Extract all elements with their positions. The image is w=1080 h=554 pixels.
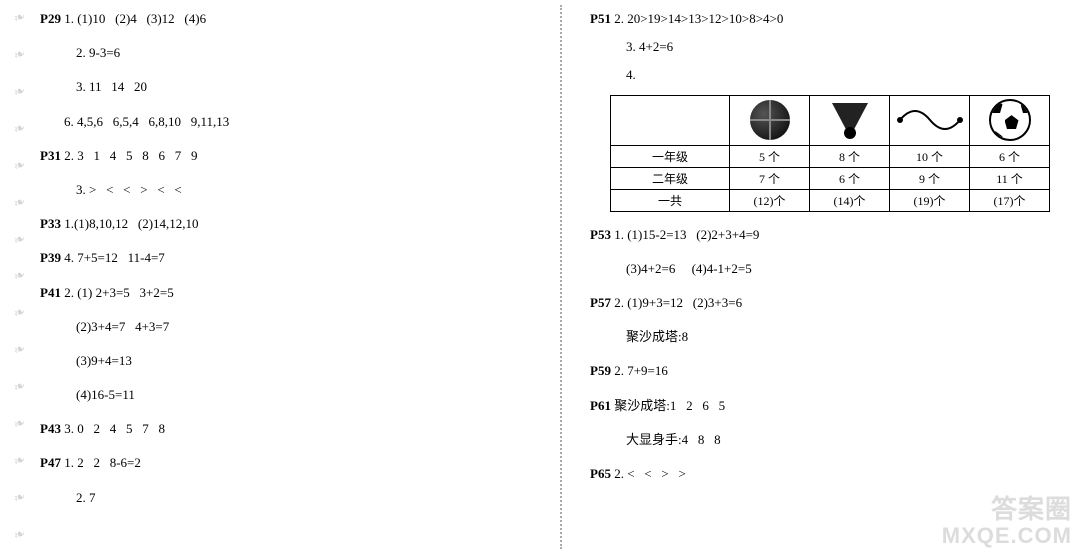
answer-line-P51: P51 2. 20>19>14>13>12>10>8>4>0 [590, 10, 1080, 28]
table-row: 一共(12)个(14)个(19)个(17)个 [611, 189, 1050, 211]
answer-line: 6. 4,5,6 6,5,4 6,8,10 9,11,13 [40, 113, 530, 131]
answer-line: 4. [590, 66, 1080, 84]
answer-line-P47: P47 1. 2 2 8-6=2 [40, 454, 530, 472]
row-label: 一共 [611, 189, 730, 211]
answer-line-P59: P59 2. 7+9=16 [590, 362, 1080, 380]
answer-text: 2. (1)9+3=12 (2)3+3=6 [614, 295, 742, 310]
page-ref: P39 [40, 250, 64, 265]
page-ref: P43 [40, 421, 64, 436]
answer-line: 3. > < < > < < [40, 181, 530, 199]
answer-line: 3. 4+2=6 [590, 38, 1080, 56]
cell: 6 个 [970, 145, 1050, 167]
page-ref: P31 [40, 148, 64, 163]
answer-text: 1.(1)8,10,12 (2)14,12,10 [64, 216, 198, 231]
answer-line: (3)4+2=6 (4)4-1+2=5 [590, 260, 1080, 278]
answer-line-P29: P29 1. (1)10 (2)4 (3)12 (4)6 [40, 10, 530, 28]
cell: (19)个 [890, 189, 970, 211]
page-divider [560, 5, 562, 549]
answer-line: 2. 7 [40, 489, 530, 507]
jumprope-icon [890, 95, 970, 145]
answer-text: 大显身手:4 8 8 [626, 432, 721, 447]
answer-text: 聚沙成塔:8 [626, 329, 688, 344]
answer-text: (2)3+4=7 4+3=7 [76, 319, 169, 334]
cell: 8 个 [810, 145, 890, 167]
page-ref: P33 [40, 216, 64, 231]
answer-text: 3. 0 2 4 5 7 8 [64, 421, 165, 436]
answer-line: (2)3+4=7 4+3=7 [40, 318, 530, 336]
answer-text: 2. 7+9=16 [614, 363, 668, 378]
answer-text: (3)9+4=13 [76, 353, 132, 368]
answer-line-P43: P43 3. 0 2 4 5 7 8 [40, 420, 530, 438]
answer-line-P61: P61 聚沙成塔:1 2 6 5 [590, 397, 1080, 415]
page-ref: P51 [590, 11, 614, 26]
left-page: P29 1. (1)10 (2)4 (3)12 (4)6 2. 9-3=6 3. 1… [40, 10, 530, 544]
cell: (14)个 [810, 189, 890, 211]
basketball-icon [730, 95, 810, 145]
cell: 10 个 [890, 145, 970, 167]
margin-decoration: ❧❧❧ ❧❧❧ ❧❧❧ ❧❧❧ ❧❧❧ [5, 10, 35, 544]
page-ref: P65 [590, 466, 614, 481]
answer-line: 聚沙成塔:8 [590, 328, 1080, 346]
answer-line: 大显身手:4 8 8 [590, 431, 1080, 449]
page-ref: P57 [590, 295, 614, 310]
cell: 11 个 [970, 167, 1050, 189]
page-ref: P61 [590, 398, 614, 413]
answer-text: 2. < < > > [614, 466, 686, 481]
answer-text: 4. 7+5=12 11-4=7 [64, 250, 165, 265]
page-ref: P47 [40, 455, 64, 470]
answer-line-P31: P31 2. 3 1 4 5 8 6 7 9 [40, 147, 530, 165]
answer-line-P39: P39 4. 7+5=12 11-4=7 [40, 249, 530, 267]
cell: 9 个 [890, 167, 970, 189]
watermark: 答案圈 MXQE.COM [942, 495, 1072, 548]
answer-line-P33: P33 1.(1)8,10,12 (2)14,12,10 [40, 215, 530, 233]
right-page: P51 2. 20>19>14>13>12>10>8>4>0 3. 4+2=6 4. [590, 10, 1080, 544]
answer-text: 3. 4+2=6 [626, 39, 673, 54]
shuttlecock-icon [810, 95, 890, 145]
answer-text: 4. [626, 67, 636, 82]
answer-text: 3. 11 14 20 [76, 79, 147, 94]
table-row: 二年级7 个6 个9 个11 个 [611, 167, 1050, 189]
header-blank [611, 95, 730, 145]
answer-line-P41: P41 2. (1) 2+3=5 3+2=5 [40, 284, 530, 302]
answer-line: 2. 9-3=6 [40, 44, 530, 62]
page-ref: P29 [40, 11, 64, 26]
answer-text: 聚沙成塔:1 2 6 5 [614, 398, 725, 413]
answer-text: 1. (1)15-2=13 (2)2+3+4=9 [614, 227, 759, 242]
table-header-row [611, 95, 1050, 145]
soccer-icon [970, 95, 1050, 145]
watermark-cn: 答案圈 [942, 495, 1072, 524]
answer-text: (4)16-5=11 [76, 387, 135, 402]
row-label: 一年级 [611, 145, 730, 167]
cell: 5 个 [730, 145, 810, 167]
answer-text: 2. 3 1 4 5 8 6 7 9 [64, 148, 197, 163]
cell: (17)个 [970, 189, 1050, 211]
answer-text: 1. 2 2 8-6=2 [64, 455, 141, 470]
page-ref: P53 [590, 227, 614, 242]
answer-line-P57: P57 2. (1)9+3=12 (2)3+3=6 [590, 294, 1080, 312]
table-row: 一年级5 个8 个10 个6 个 [611, 145, 1050, 167]
answer-text: 2. 7 [76, 490, 96, 505]
answer-text: 6. 4,5,6 6,5,4 6,8,10 9,11,13 [64, 114, 229, 129]
row-label: 二年级 [611, 167, 730, 189]
answer-line-P65: P65 2. < < > > [590, 465, 1080, 483]
watermark-en: MXQE.COM [942, 524, 1072, 548]
cell: 6 个 [810, 167, 890, 189]
cell: (12)个 [730, 189, 810, 211]
answer-text: 3. > < < > < < [76, 182, 182, 197]
answer-line: (4)16-5=11 [40, 386, 530, 404]
cell: 7 个 [730, 167, 810, 189]
answer-text: (3)4+2=6 (4)4-1+2=5 [626, 261, 752, 276]
answer-text: 2. (1) 2+3=5 3+2=5 [64, 285, 173, 300]
answer-line-P53: P53 1. (1)15-2=13 (2)2+3+4=9 [590, 226, 1080, 244]
equipment-table: 一年级5 个8 个10 个6 个二年级7 个6 个9 个11 个一共(12)个(… [610, 95, 1050, 212]
answer-text: 2. 20>19>14>13>12>10>8>4>0 [614, 11, 783, 26]
page-ref: P41 [40, 285, 64, 300]
answer-line: 3. 11 14 20 [40, 78, 530, 96]
answer-line: (3)9+4=13 [40, 352, 530, 370]
answer-text: 1. (1)10 (2)4 (3)12 (4)6 [64, 11, 206, 26]
page-ref: P59 [590, 363, 614, 378]
answer-text: 2. 9-3=6 [76, 45, 120, 60]
